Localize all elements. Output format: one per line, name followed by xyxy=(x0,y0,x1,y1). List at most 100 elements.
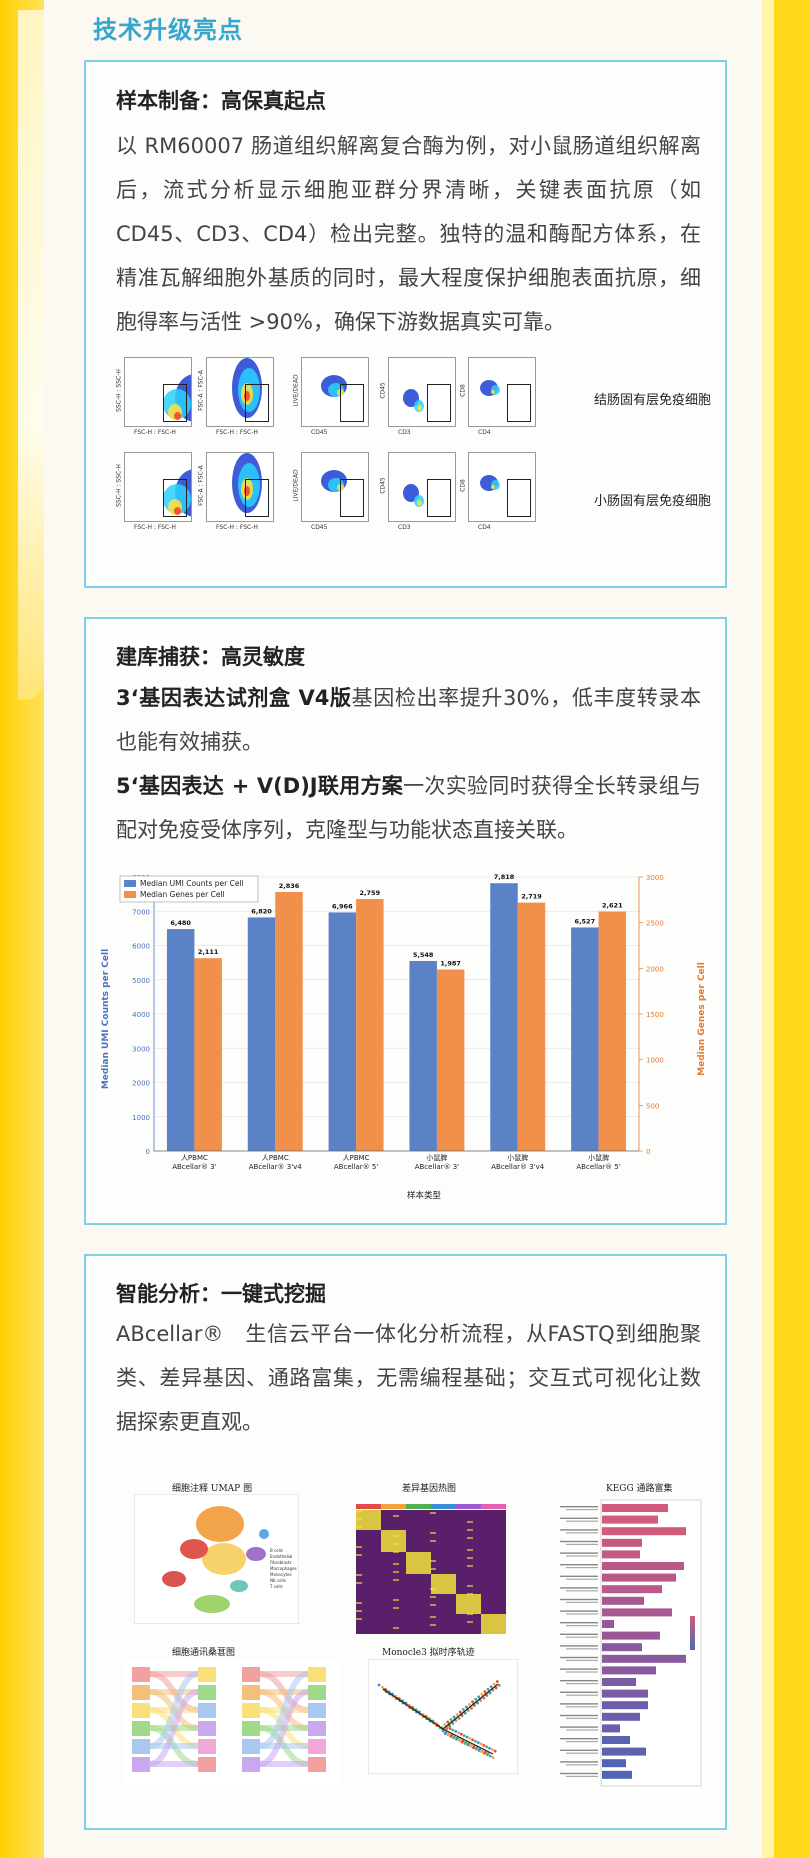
sankey-node xyxy=(308,1757,326,1772)
heatmap-cell xyxy=(467,1593,473,1595)
bar-genes xyxy=(598,911,627,1151)
facs-x-label: FSC-H : FSC-H xyxy=(134,524,176,531)
heatmap-block xyxy=(456,1594,481,1614)
facs-plot-1-5 xyxy=(468,357,536,427)
kegg-bar xyxy=(602,1515,658,1524)
bar-umi xyxy=(328,912,357,1151)
facs-gate xyxy=(507,479,531,517)
facs-y-label: SSC-H : SSC-H xyxy=(115,369,123,412)
facs-density-blob xyxy=(173,412,181,420)
facs-x-label: FSC-H : FSC-H xyxy=(134,429,176,436)
kegg-term-label xyxy=(566,1601,598,1603)
heatmap-cell xyxy=(430,1596,436,1598)
kegg-term-label xyxy=(560,1564,598,1566)
trajectory-cell xyxy=(452,1715,456,1719)
trajectory-cell xyxy=(472,1745,476,1748)
heatmap-group-bar xyxy=(356,1504,381,1509)
vdj-scheme-text: 一次实验同时获得全长转录组与配对免疫受体序列，克隆型与功能状态直接关联。 xyxy=(116,774,702,842)
umap-title: 细胞注释 UMAP 图 xyxy=(172,1484,253,1494)
section-title: 技术升级亮点 xyxy=(93,16,243,44)
sankey-link xyxy=(259,1671,309,1749)
trajectory-cell xyxy=(464,1705,468,1709)
legend-swatch-genes xyxy=(124,891,136,898)
y-tick-label: 2000 xyxy=(132,1080,150,1088)
kegg-term-label xyxy=(560,1691,598,1693)
kegg-term-label xyxy=(560,1703,598,1705)
heatmap-cell xyxy=(430,1512,436,1514)
kegg-term-label xyxy=(566,1532,598,1534)
kegg-term-label xyxy=(566,1567,598,1569)
kegg-term-label xyxy=(566,1729,598,1731)
kegg-bar xyxy=(602,1562,684,1570)
facs-plot-2-4 xyxy=(388,452,456,522)
sankey-node xyxy=(198,1667,216,1682)
trajectory-cell xyxy=(453,1735,456,1739)
kegg-term-label xyxy=(560,1633,598,1635)
facs-density-blob xyxy=(491,485,495,489)
kegg-term-label xyxy=(566,1694,598,1696)
y-tick-label: 1000 xyxy=(132,1114,150,1122)
trajectory-cell xyxy=(478,1747,482,1751)
x-tick-label-kit: ABcellar® 3' xyxy=(415,1163,459,1171)
kegg-term-label xyxy=(560,1645,598,1647)
kegg-term-label xyxy=(566,1625,598,1627)
sankey-node xyxy=(132,1739,150,1754)
x-tick-label-sample: 人PBMC xyxy=(343,1154,370,1162)
heatmap-cell xyxy=(393,1571,399,1573)
svg-text:NK cells: NK cells xyxy=(270,1578,286,1583)
kegg-term-label xyxy=(566,1683,598,1685)
heatmap-cell xyxy=(356,1546,362,1548)
facs-y-label: SSC-H : SSC-H xyxy=(115,464,123,507)
kegg-term-label xyxy=(560,1761,598,1763)
heatmap-block xyxy=(431,1574,456,1594)
sankey-node xyxy=(308,1721,326,1736)
y-tick-label: 0 xyxy=(146,1148,150,1156)
heatmap-cell xyxy=(393,1599,399,1601)
heatmap-group-bar xyxy=(481,1504,506,1509)
sankey-node xyxy=(132,1721,150,1736)
heatmap-cell xyxy=(356,1554,362,1556)
kegg-term-label xyxy=(566,1555,598,1557)
kegg-bar xyxy=(602,1504,668,1512)
facs-y-label: FSC-A : FSC-A xyxy=(197,370,205,411)
kegg-title: KEGG 通路富集 xyxy=(606,1484,673,1494)
bar-genes xyxy=(194,958,222,1151)
facs-x-label: FSC-H : FSC-H xyxy=(216,524,258,531)
right-frame-stripe xyxy=(762,0,774,1858)
heatmap-cell xyxy=(393,1563,399,1565)
bar-genes xyxy=(356,899,384,1151)
trajectory-cell xyxy=(465,1735,469,1739)
sankey-link xyxy=(149,1671,199,1749)
facs-density-blob xyxy=(244,486,250,496)
trajectory-cell xyxy=(468,1737,472,1740)
facs-x-label: CD45 xyxy=(311,524,328,531)
legend-swatch-umi xyxy=(124,880,136,887)
facs-y-label: CD8 xyxy=(459,479,467,492)
heatmap-cell xyxy=(430,1624,436,1626)
chart-legend: Median UMI Counts per Cell Median Genes … xyxy=(119,875,259,903)
sample-prep-paragraph: 以 RM60007 肠道组织解离复合酶为例，对小鼠肠道组织解离后，流式分析显示细… xyxy=(116,134,701,334)
sankey-node xyxy=(198,1757,216,1772)
kegg-term-label xyxy=(560,1506,598,1508)
heatmap-cell xyxy=(356,1518,362,1520)
heatmap-cell xyxy=(430,1560,436,1562)
legend-label-umi: Median UMI Counts per Cell xyxy=(140,879,244,888)
kegg-term-label xyxy=(560,1656,598,1659)
bar-genes-value: 2,836 xyxy=(279,882,300,890)
y-tick-label: 6000 xyxy=(132,943,150,951)
kegg-term-label xyxy=(566,1613,598,1615)
sankey-link xyxy=(259,1689,309,1767)
sankey-node xyxy=(308,1667,326,1682)
svg-text:Monocytes: Monocytes xyxy=(270,1572,292,1577)
facs-plot-1-1 xyxy=(124,357,192,427)
library-paragraph-2: 5‘基因表达 + V(D)J联用方案一次实验同时获得全长转录组与配对免疫受体序列… xyxy=(116,764,701,852)
heatmap-cell xyxy=(467,1621,473,1623)
kegg-bar xyxy=(602,1654,686,1663)
facs-gate xyxy=(427,384,451,422)
kegg-term-label xyxy=(566,1706,598,1708)
trajectory-cell xyxy=(461,1739,465,1743)
facs-plot-1-3 xyxy=(301,357,369,427)
heatmap-cell xyxy=(356,1610,362,1612)
facs-density-blob xyxy=(416,405,422,411)
trajectory-cell xyxy=(446,1720,450,1724)
